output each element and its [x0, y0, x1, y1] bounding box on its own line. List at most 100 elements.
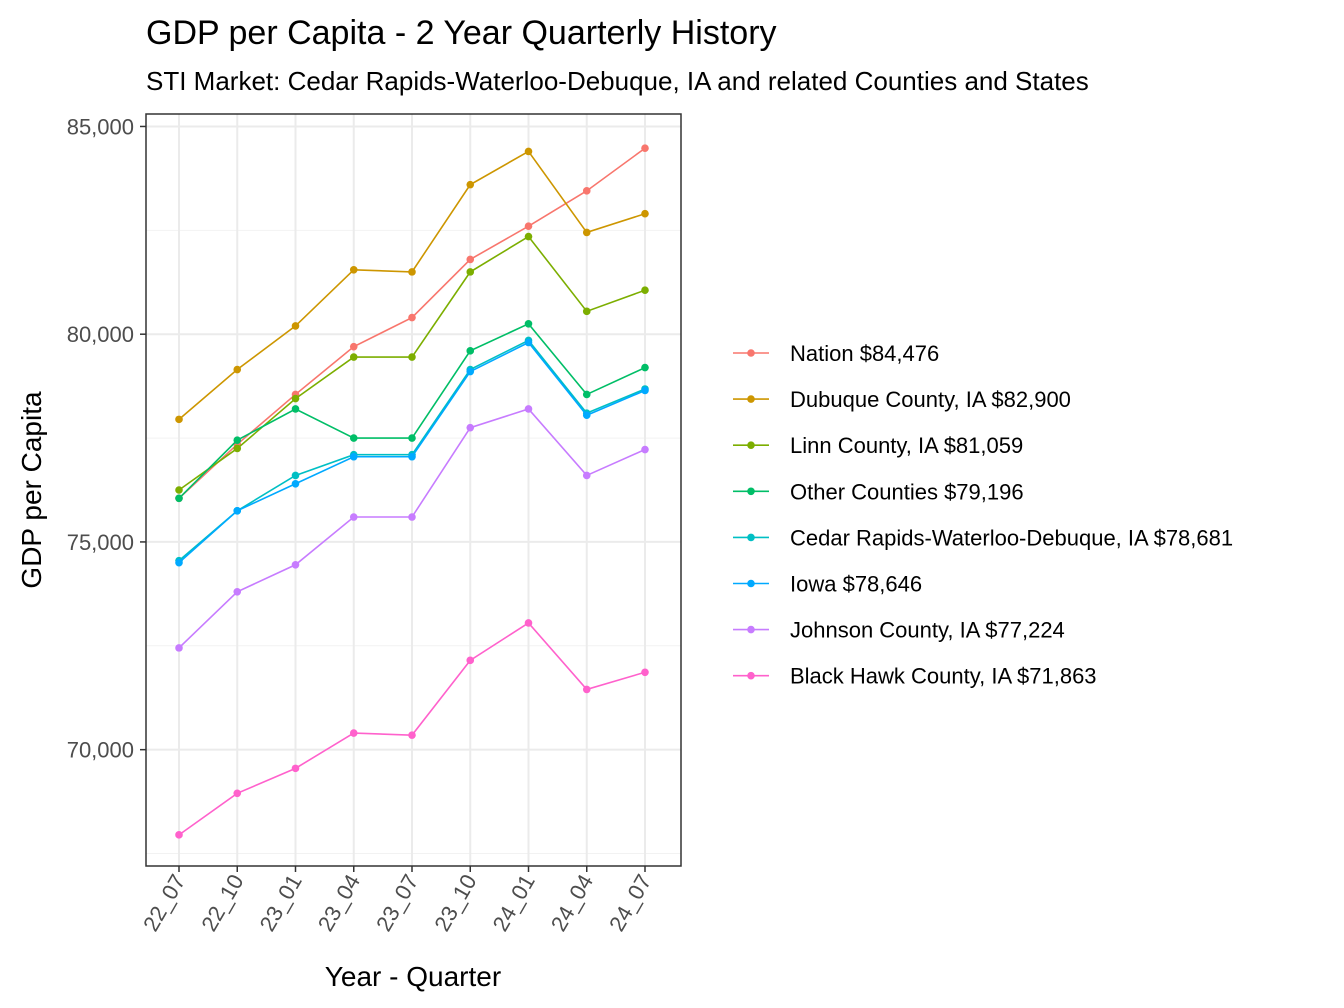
series-4 — [175, 320, 649, 503]
legend-item: Other Counties $79,196 — [733, 479, 1024, 504]
x-tick-label: 24_04 — [546, 870, 598, 935]
series-8 — [175, 619, 649, 839]
legend-item: Iowa $78,646 — [733, 572, 922, 597]
y-tick-label: 70,000 — [67, 738, 134, 763]
legend-label: Johnson County, IA $77,224 — [790, 618, 1065, 643]
legend-label: Cedar Rapids-Waterloo-Debuque, IA $78,68… — [790, 525, 1233, 550]
data-point — [466, 347, 475, 355]
legend-item: Dubuque County, IA $82,900 — [733, 387, 1071, 412]
legend-key-point — [747, 487, 755, 496]
data-point — [524, 147, 533, 156]
legend: Nation $84,476 Dubuque County, IA $82,900… — [733, 341, 1233, 689]
plot-area — [146, 114, 681, 866]
data-point — [466, 180, 475, 189]
data-point — [349, 729, 358, 737]
legend-item: Linn County, IA $81,059 — [733, 433, 1023, 458]
x-axis-title: Year - Quarter — [325, 961, 501, 992]
x-tick-label: 24_01 — [488, 870, 540, 935]
data-point — [582, 471, 591, 480]
chart-subtitle: STI Market: Cedar Rapids-Waterloo-Debuqu… — [146, 66, 1089, 96]
data-point — [466, 255, 475, 264]
data-point — [582, 228, 591, 237]
plot-background — [146, 114, 681, 866]
data-point — [233, 789, 242, 798]
legend-key-point — [747, 395, 755, 403]
data-point — [291, 405, 300, 413]
legend-key-point — [747, 533, 755, 542]
data-point — [466, 268, 475, 276]
series-7 — [175, 405, 649, 652]
legend-label: Other Counties $79,196 — [790, 479, 1024, 504]
data-point — [291, 394, 300, 403]
y-tick-label: 85,000 — [67, 114, 134, 139]
data-point — [175, 644, 183, 652]
data-point — [524, 405, 533, 413]
x-tick-label: 22_07 — [138, 870, 190, 935]
data-point — [408, 268, 416, 276]
data-point — [349, 353, 358, 361]
y-axis-title: GDP per Capita — [16, 391, 47, 589]
series-6 — [175, 338, 649, 567]
data-point — [175, 831, 183, 839]
data-point — [233, 587, 242, 596]
x-tick-label: 22_10 — [196, 870, 248, 935]
plot-border — [145, 113, 682, 867]
data-point — [233, 436, 242, 444]
data-point — [408, 313, 416, 322]
legend-item: Nation $84,476 — [733, 341, 939, 366]
data-point — [349, 434, 358, 442]
data-point — [233, 444, 242, 453]
data-point — [582, 411, 591, 420]
legend-key-point — [747, 441, 755, 450]
data-point — [466, 656, 475, 665]
data-point — [349, 266, 358, 274]
y-tick-label: 80,000 — [67, 322, 134, 347]
data-point — [349, 342, 358, 351]
data-point — [349, 513, 358, 521]
x-tick-label: 23_07 — [371, 870, 423, 935]
data-point — [349, 452, 358, 461]
data-point — [175, 486, 183, 494]
legend-key-point — [747, 579, 755, 588]
legend-key-point — [747, 349, 755, 357]
data-point — [641, 209, 649, 218]
data-point — [641, 445, 649, 454]
data-point — [641, 668, 649, 677]
legend-item: Cedar Rapids-Waterloo-Debuque, IA $78,68… — [733, 525, 1233, 550]
x-tick-label: 23_01 — [255, 870, 307, 935]
legend-label: Nation $84,476 — [790, 341, 939, 366]
data-point — [408, 731, 416, 739]
data-point — [641, 363, 649, 372]
x-tick-label: 24_07 — [604, 870, 656, 935]
data-point — [524, 320, 533, 328]
data-point — [641, 386, 649, 395]
data-point — [524, 222, 533, 230]
x-tick-label: 23_10 — [429, 870, 481, 935]
data-point — [582, 685, 591, 694]
data-point — [582, 187, 591, 195]
data-point — [524, 619, 533, 627]
y-tick-label: 75,000 — [67, 530, 134, 555]
data-point — [175, 415, 183, 424]
legend-label: Black Hawk County, IA $71,863 — [790, 664, 1097, 689]
data-point — [291, 322, 300, 330]
series-3 — [175, 232, 649, 494]
data-point — [524, 232, 533, 241]
data-point — [175, 558, 183, 567]
data-point — [233, 365, 242, 374]
data-point — [291, 764, 300, 773]
x-tick-label: 23_04 — [313, 870, 365, 935]
data-point — [582, 307, 591, 316]
data-point — [291, 471, 300, 480]
chart-title: GDP per Capita - 2 Year Quarterly Histor… — [146, 14, 777, 52]
data-point — [466, 367, 475, 376]
legend-label: Dubuque County, IA $82,900 — [790, 387, 1071, 412]
data-point — [408, 434, 416, 442]
legend-item: Johnson County, IA $77,224 — [733, 618, 1065, 643]
data-point — [408, 452, 416, 461]
data-point — [466, 423, 475, 432]
data-point — [408, 513, 416, 521]
data-point — [408, 353, 416, 361]
legend-key-point — [747, 625, 755, 634]
